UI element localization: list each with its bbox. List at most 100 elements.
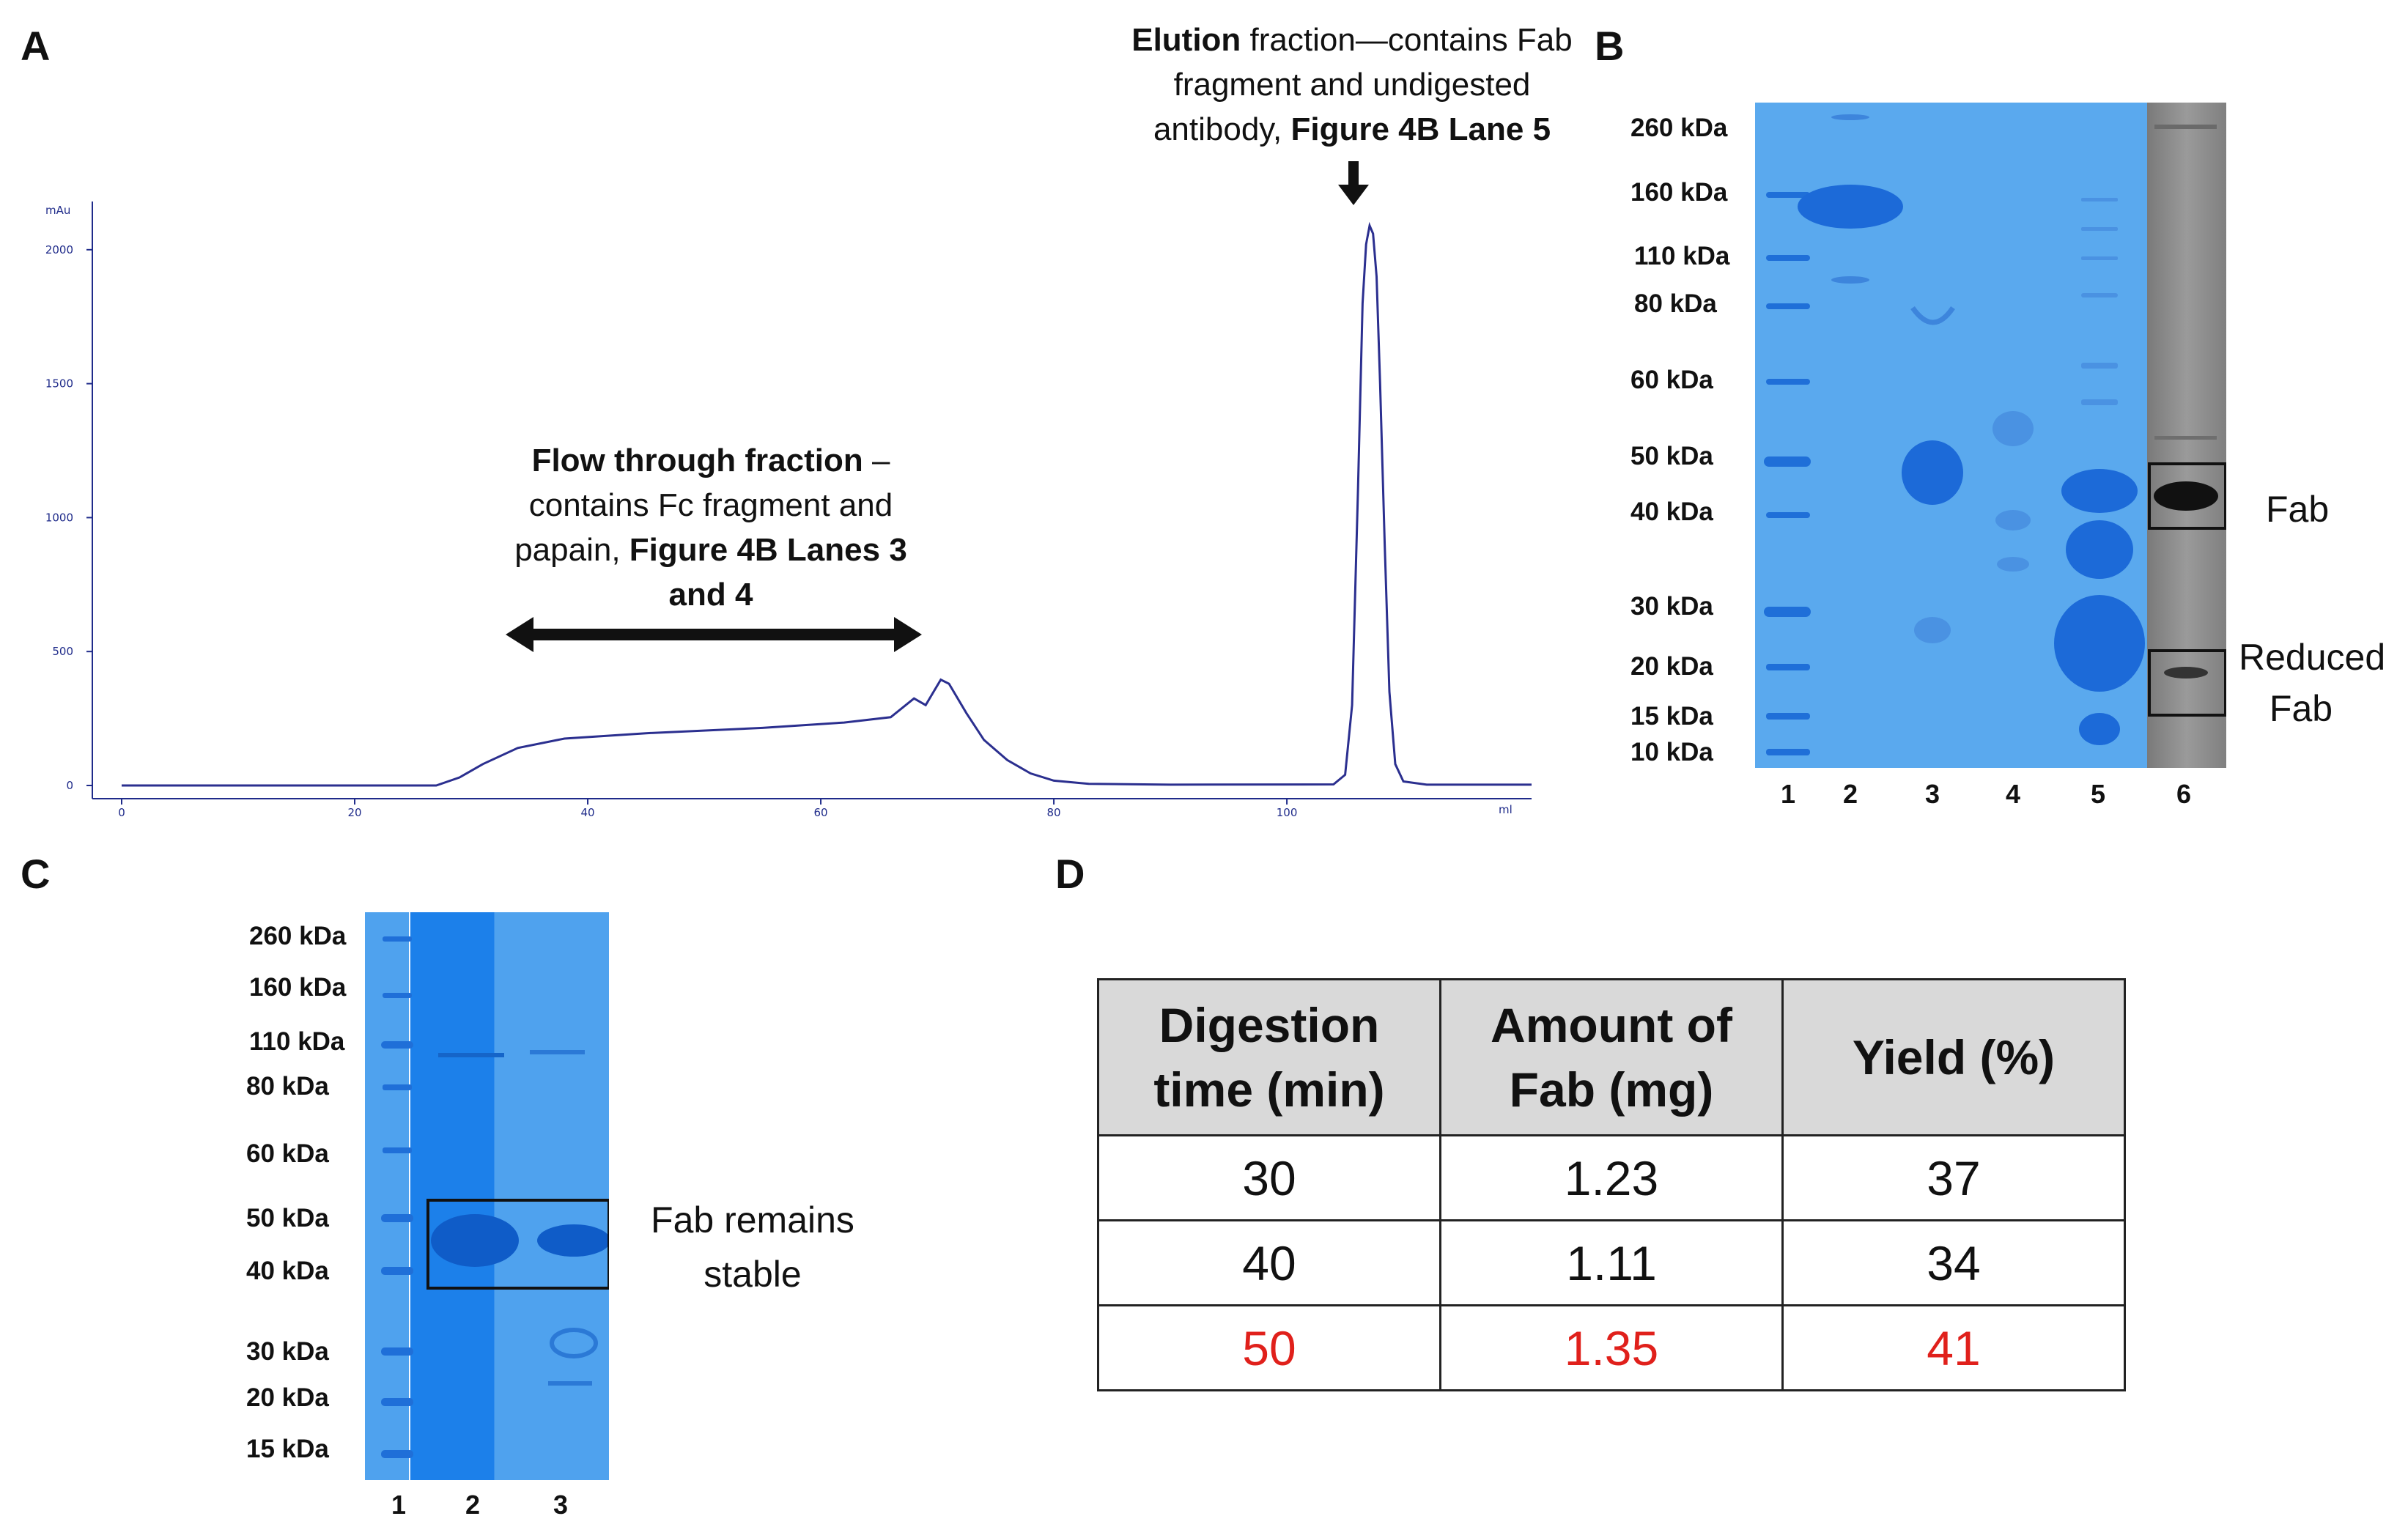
x-tick-label: 0 <box>118 806 125 819</box>
elution-arrow-shaft <box>1348 161 1359 188</box>
header-text: Yield (%) <box>1852 1030 2056 1084</box>
header-text: Digestion <box>1159 998 1380 1052</box>
flow-through-annotation: Flow through fraction – contains Fc frag… <box>440 438 982 617</box>
gel-c-marker: 110 kDa <box>249 1027 345 1056</box>
elution-arrow-head <box>1338 185 1369 205</box>
gel-b-lane-number: 2 <box>1842 779 1858 809</box>
flow-bold: Flow through fraction <box>531 443 863 478</box>
x-tick-label: 20 <box>347 806 361 819</box>
table-header-row: Digestion time (min) Amount of Fab (mg) Yi… <box>1097 978 2126 1136</box>
header-text: Amount of <box>1491 998 1732 1052</box>
gel-b-marker: 20 kDa <box>1630 652 1713 681</box>
flow-figure-ref: Figure 4B Lanes 3 <box>629 532 907 568</box>
header-yield: Yield (%) <box>1781 978 2126 1136</box>
gel-b-lane-number: 3 <box>1924 779 1940 809</box>
reduced-fab-box <box>2148 649 2226 717</box>
digestion-yield-table: Digestion time (min) Amount of Fab (mg) Yi… <box>1097 978 2126 1391</box>
gel-c-marker: 160 kDa <box>249 973 347 1002</box>
y-tick-label: 1000 <box>45 511 73 524</box>
table-cell: 37 <box>1781 1134 2126 1221</box>
gel-c-bands <box>381 936 609 1458</box>
elution-line2: fragment and undigested <box>1173 67 1531 103</box>
gel-b-marker: 260 kDa <box>1630 114 1728 142</box>
y-tick-label: 0 <box>66 779 73 792</box>
gel-c-marker: 30 kDa <box>246 1337 329 1366</box>
gel-c-marker: 40 kDa <box>246 1257 329 1285</box>
header-text: Fab (mg) <box>1509 1062 1714 1117</box>
table-row: 40 1.11 34 <box>1097 1219 2126 1306</box>
gel-b-marker: 10 kDa <box>1630 738 1713 766</box>
fab-stable-line1: Fab remains <box>651 1199 854 1241</box>
x-tick-label: 80 <box>1047 806 1061 819</box>
gel-c-marker: 60 kDa <box>246 1139 329 1168</box>
flow-line3: papain, <box>514 532 629 568</box>
table-cell: 1.11 <box>1439 1219 1784 1306</box>
gel-c-marker: 20 kDa <box>246 1383 329 1412</box>
fab-stable-line2: stable <box>703 1254 802 1295</box>
gel-b-western-lane <box>2147 103 2226 768</box>
gel-b-marker: 160 kDa <box>1630 178 1728 207</box>
x-tick-label: 40 <box>580 806 594 819</box>
gel-c-marker: 80 kDa <box>246 1072 329 1101</box>
reduced-fab-label: Reduced Fab <box>2239 632 2386 734</box>
chromatogram-trace <box>122 221 1532 787</box>
gel-b-lane-number: 6 <box>2176 779 2192 809</box>
y-tick-label: 2000 <box>45 243 73 256</box>
elution-annotation: Elution fraction—contains Fab fragment a… <box>1066 18 1638 152</box>
header-text: time (min) <box>1153 1062 1385 1117</box>
gel-b-marker: 15 kDa <box>1630 702 1713 731</box>
gel-b-marker: 50 kDa <box>1630 442 1713 470</box>
table-row: 30 1.23 37 <box>1097 1134 2126 1221</box>
gel-b-lane-number: 1 <box>1780 779 1796 809</box>
fab-stable-note: Fab remains stable <box>632 1193 874 1301</box>
elution-bold: Elution <box>1131 22 1241 58</box>
reduced-fab-line2: Fab <box>2269 688 2333 729</box>
chromatogram-chart: 0 500 1000 1500 2000 0 20 40 60 80 100 mAu ml <box>45 161 1532 819</box>
table-cell: 40 <box>1097 1219 1441 1306</box>
fab-stable-box <box>426 1199 609 1290</box>
y-tick-label: 1500 <box>45 377 73 391</box>
gel-c-marker: 260 kDa <box>249 922 347 950</box>
gel-c-marker: 15 kDa <box>246 1435 329 1463</box>
x-tick-label: 60 <box>814 806 828 819</box>
panel-label-d: D <box>1055 851 1085 897</box>
header-digestion-time: Digestion time (min) <box>1097 978 1441 1136</box>
fab-box <box>2148 462 2226 530</box>
gel-b-marker: 60 kDa <box>1630 366 1713 394</box>
panel-label-c: C <box>21 851 51 897</box>
gel-b-lane-number: 4 <box>2005 779 2021 809</box>
gel-c-lane-number: 3 <box>553 1490 569 1520</box>
flow-line1: – <box>863 443 890 478</box>
y-tick-label: 500 <box>52 645 73 658</box>
table-row-highlight: 50 1.35 41 <box>1097 1304 2126 1391</box>
x-tick-label: 100 <box>1277 806 1298 819</box>
flow-line2: contains Fc fragment and <box>528 487 893 523</box>
gel-b-lane-number: 5 <box>2090 779 2106 809</box>
arrow-left-head <box>506 617 533 652</box>
gel-c-lane-number: 1 <box>391 1490 407 1520</box>
gel-b-marker: 40 kDa <box>1630 498 1713 526</box>
table-cell: 1.23 <box>1439 1134 1784 1221</box>
elution-figure-ref: Figure 4B Lane 5 <box>1290 111 1551 147</box>
gel-b-marker: 30 kDa <box>1630 592 1713 621</box>
arrow-right-head <box>894 617 922 652</box>
panel-label-a: A <box>21 23 51 69</box>
fab-label: Fab <box>2266 489 2330 530</box>
table-cell: 50 <box>1097 1304 1441 1391</box>
elution-line1: fraction—contains Fab <box>1241 22 1573 58</box>
gel-b-bands <box>1764 114 2226 755</box>
table-cell: 1.35 <box>1439 1304 1784 1391</box>
table-cell: 41 <box>1781 1304 2126 1391</box>
gel-c-lane-number: 2 <box>465 1490 481 1520</box>
x-axis-label: ml <box>1499 803 1513 816</box>
table-cell: 30 <box>1097 1134 1441 1221</box>
flow-line4: and 4 <box>668 577 753 613</box>
gel-c-marker: 50 kDa <box>246 1204 329 1232</box>
table-cell: 34 <box>1781 1219 2126 1306</box>
elution-line3: antibody, <box>1153 111 1291 147</box>
y-axis-label: mAu <box>45 204 70 217</box>
reduced-fab-line1: Reduced <box>2239 637 2386 678</box>
gel-b-marker: 80 kDa <box>1634 289 1717 318</box>
panel-label-b: B <box>1595 23 1625 69</box>
